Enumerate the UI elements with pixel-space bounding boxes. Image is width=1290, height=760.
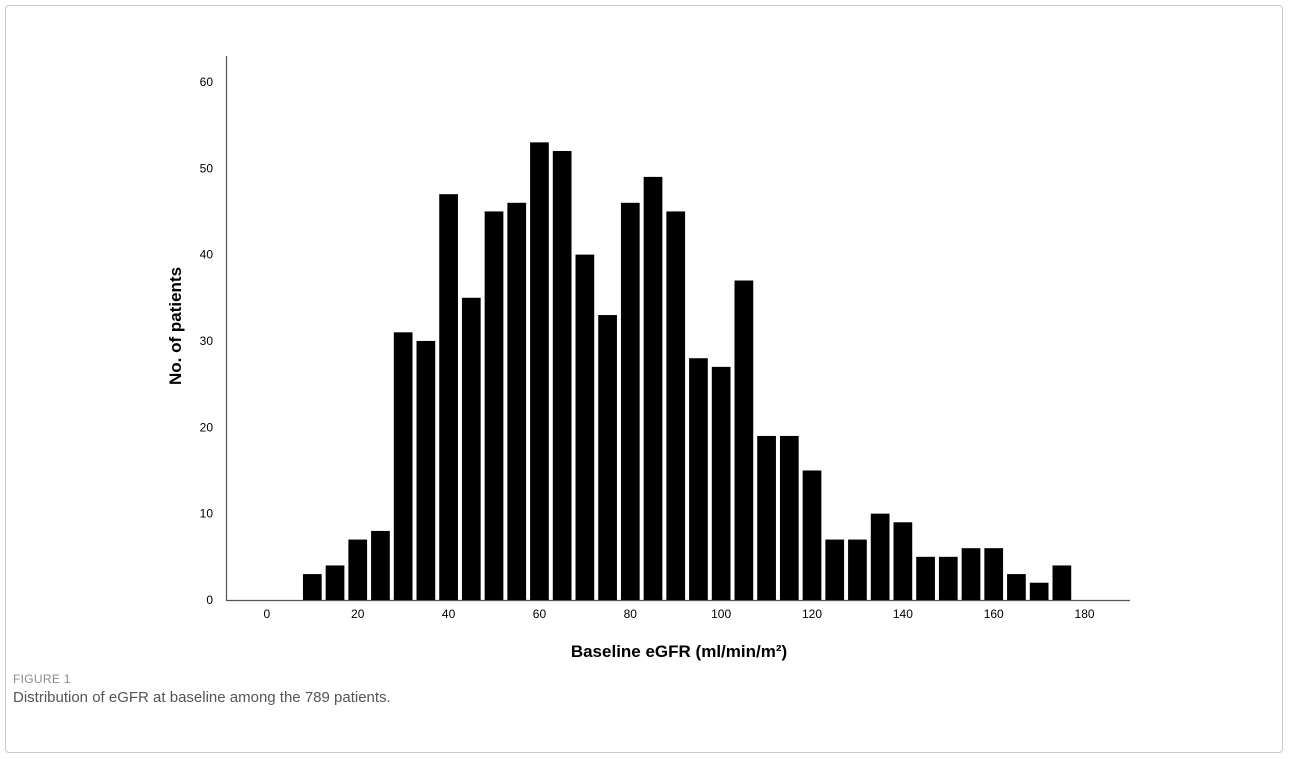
x-tick-label: 80 [624,607,638,621]
histogram-bar [779,435,799,600]
y-tick-label: 0 [206,593,213,607]
x-tick-label: 60 [533,607,547,621]
histogram-bar [416,340,436,600]
histogram-bar [984,548,1004,600]
histogram-bar [325,565,345,600]
histogram-bar [348,539,368,600]
figure-caption: Distribution of eGFR at baseline among t… [13,689,391,706]
histogram-bar [461,297,481,600]
x-axis-label: Baseline eGFR (ml/min/m²) [571,642,787,661]
y-tick-label: 10 [200,507,214,521]
y-tick-label: 30 [200,334,214,348]
histogram-bar [916,556,935,600]
y-tick-label: 60 [200,75,214,89]
histogram-bar [552,150,572,600]
histogram-bar [302,574,322,600]
histogram-bar [575,254,595,600]
histogram-bar [643,176,663,600]
histogram-bar [1007,574,1026,600]
histogram-bar [825,539,845,600]
histogram-bar [371,530,390,600]
histogram-bar [961,548,981,600]
x-axis: 0 20 40 60 80 100 120 140 160 180 [226,599,1130,621]
histogram-bar [439,194,458,600]
figure-frame [5,5,1283,753]
histogram-bar [938,556,958,600]
histogram-bar [893,522,913,600]
x-tick-label: 180 [1075,607,1095,621]
histogram-bar [689,358,708,600]
histogram-bar [711,366,731,600]
x-tick-label: 160 [984,607,1004,621]
x-tick-label: 120 [802,607,822,621]
histogram-bar [666,211,686,600]
histogram-bar [848,539,867,600]
histogram-bar [530,142,549,600]
histogram-bar [484,211,504,600]
histogram-bar [734,280,754,600]
figure-label: FIGURE 1 [13,672,71,686]
x-tick-label: 0 [264,607,271,621]
x-tick-label: 40 [442,607,456,621]
histogram-bar [507,202,527,601]
y-axis: 0 10 20 30 40 50 60 [200,56,228,607]
x-tick-label: 100 [711,607,731,621]
x-tick-label: 20 [351,607,365,621]
y-tick-label: 40 [200,248,214,262]
bars [302,142,1072,601]
y-axis-label: No. of patients [166,267,185,385]
histogram-bar [1052,565,1072,600]
histogram-bar [393,332,413,600]
histogram-bar [598,315,617,600]
histogram-bar [870,513,890,600]
x-tick-label: 140 [893,607,913,621]
y-tick-label: 50 [200,161,214,175]
histogram-bar [620,202,640,601]
histogram-bar [802,470,822,600]
y-tick-label: 20 [200,420,214,434]
histogram-bar [757,435,776,600]
histogram-bar [1029,582,1049,600]
